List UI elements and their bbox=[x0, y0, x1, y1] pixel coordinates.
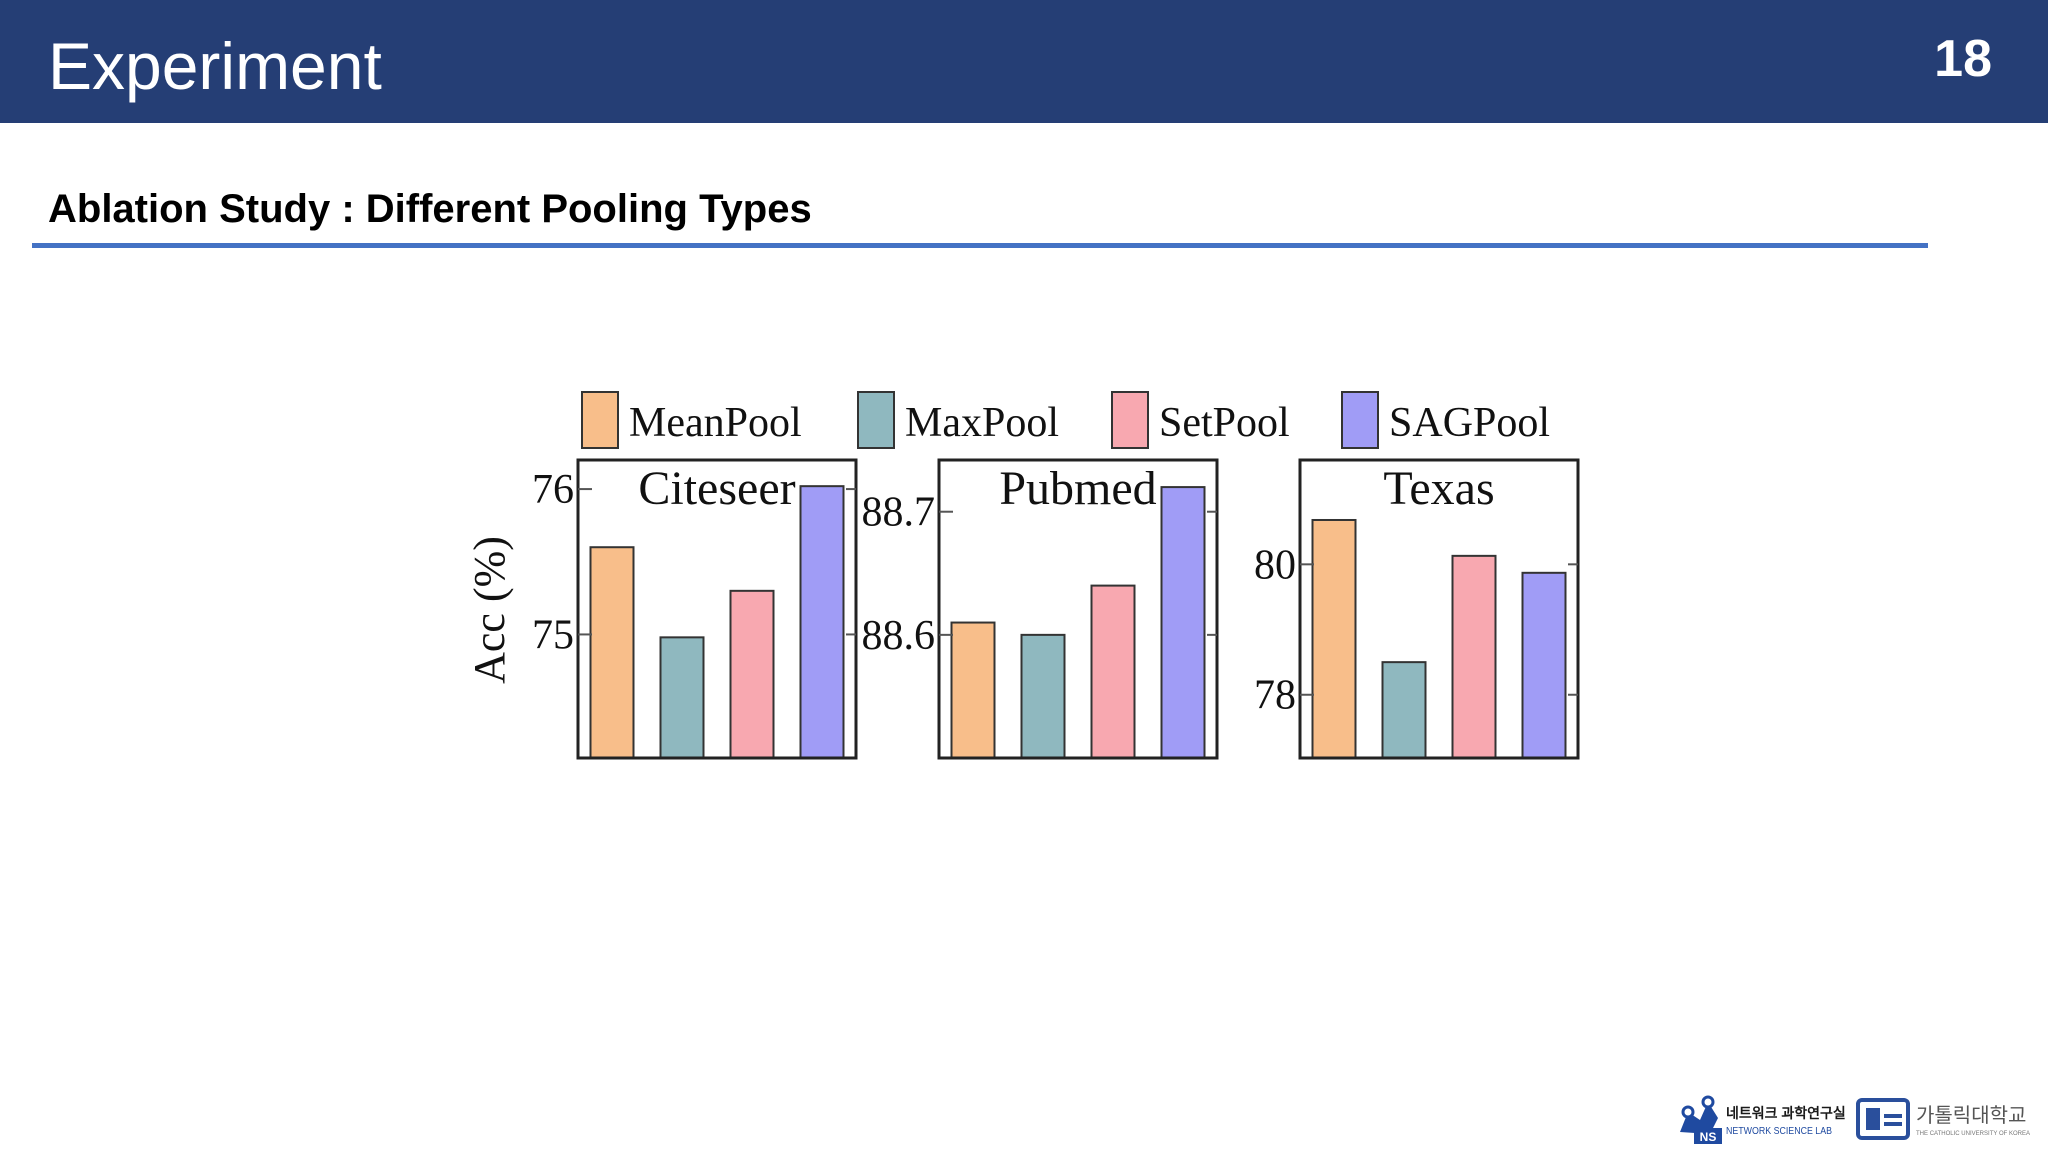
slide-header: Experiment 18 bbox=[0, 0, 2048, 123]
legend-swatch-setpool bbox=[1111, 391, 1149, 449]
legend-swatch-meanpool bbox=[581, 391, 619, 449]
panel-frame-pubmed bbox=[937, 458, 1219, 760]
bar-citeseer-setpool bbox=[729, 589, 775, 760]
section-title: Ablation Study : Different Pooling Types bbox=[48, 187, 812, 231]
legend-swatch-maxpool bbox=[857, 391, 895, 449]
panel-citeseer: Citeseer 75 76 bbox=[532, 458, 858, 760]
legend-label-setpool: SetPool bbox=[1159, 400, 1290, 446]
legend-label-meanpool: MeanPool bbox=[629, 400, 802, 446]
bar-texas-maxpool bbox=[1381, 661, 1427, 759]
bar-pubmed-meanpool bbox=[950, 621, 996, 760]
ytick-label-citeseer-1: 76 bbox=[532, 467, 574, 513]
legend-swatch-sagpool bbox=[1341, 391, 1379, 449]
slide-title: Experiment bbox=[48, 29, 382, 103]
panel-frame-texas bbox=[1298, 458, 1580, 760]
ytick-label-citeseer-0: 75 bbox=[532, 612, 574, 658]
lab-logo-name-kr: 네트워크 과학연구실 bbox=[1726, 1105, 1846, 1121]
panel-pubmed: Pubmed 88.6 88.7 bbox=[862, 458, 1219, 760]
panel-title-citeseer: Citeseer bbox=[638, 462, 795, 515]
lab-logo-name-en: NETWORK SCIENCE LAB bbox=[1726, 1126, 1832, 1137]
catholic-university-logo: 가톨릭대학교 THE CATHOLIC UNIVERSITY OF KOREA bbox=[1856, 1098, 2030, 1140]
panel-texas: Texas 78 80 bbox=[1254, 458, 1580, 760]
lab-logo-badge: NS bbox=[1700, 1130, 1717, 1144]
y-axis-label: Acc (%) bbox=[465, 536, 514, 684]
chart-legend: MeanPool MaxPool SetPool SAGPool bbox=[581, 391, 1550, 449]
panel-title-pubmed: Pubmed bbox=[999, 462, 1156, 515]
bar-citeseer-sagpool bbox=[799, 485, 845, 759]
bar-citeseer-maxpool bbox=[659, 636, 705, 759]
panel-frame-citeseer bbox=[576, 458, 858, 760]
university-logo-name-en: THE CATHOLIC UNIVERSITY OF KOREA bbox=[1916, 1131, 2030, 1137]
bar-pubmed-sagpool bbox=[1160, 486, 1206, 759]
bar-texas-meanpool bbox=[1311, 518, 1357, 760]
bar-pubmed-setpool bbox=[1090, 584, 1136, 760]
ytick-label-texas-0: 78 bbox=[1254, 673, 1296, 719]
bar-texas-sagpool bbox=[1521, 571, 1567, 759]
bar-citeseer-meanpool bbox=[589, 546, 635, 759]
ytick-label-pubmed-1: 88.7 bbox=[862, 490, 936, 536]
network-science-lab-logo: NS 네트워크 과학연구실 NETWORK SCIENCE LAB bbox=[1680, 1095, 1846, 1144]
footer-logos: NS 네트워크 과학연구실 NETWORK SCIENCE LAB 가톨릭대학교… bbox=[1680, 1095, 2030, 1144]
legend-label-sagpool: SAGPool bbox=[1389, 400, 1550, 446]
page-number: 18 bbox=[1934, 30, 1992, 88]
legend-label-maxpool: MaxPool bbox=[905, 400, 1059, 446]
bar-pubmed-maxpool bbox=[1020, 633, 1066, 759]
section-divider bbox=[32, 243, 1928, 248]
university-logo-name-kr: 가톨릭대학교 bbox=[1916, 1104, 2026, 1127]
bar-texas-setpool bbox=[1451, 554, 1497, 760]
ytick-label-texas-1: 80 bbox=[1254, 542, 1296, 588]
ytick-label-pubmed-0: 88.6 bbox=[862, 613, 936, 659]
panel-title-texas: Texas bbox=[1383, 462, 1494, 515]
